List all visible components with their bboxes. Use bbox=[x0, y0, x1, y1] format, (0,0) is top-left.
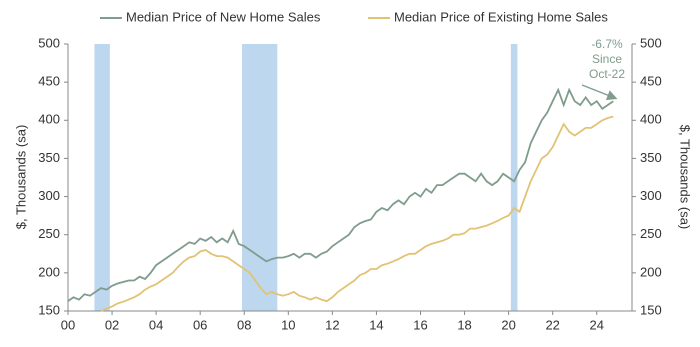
y2-axis-title: $, Thousands (sa) bbox=[678, 125, 693, 230]
legend-label: Median Price of Existing Home Sales bbox=[394, 9, 608, 24]
y-tick-label: 150 bbox=[38, 302, 60, 317]
y-tick-label: 350 bbox=[38, 150, 60, 165]
annotation-arrow bbox=[581, 84, 618, 100]
y2-tick-label: 450 bbox=[640, 74, 662, 89]
x-tick-label: 20 bbox=[501, 317, 515, 332]
y-tick-label: 200 bbox=[38, 264, 60, 279]
x-tick-label: 04 bbox=[149, 317, 163, 332]
y-tick-label: 250 bbox=[38, 226, 60, 241]
y2-tick-label: 250 bbox=[640, 226, 662, 241]
series-line bbox=[100, 115, 614, 312]
series-line bbox=[67, 87, 614, 302]
x-tick-label: 16 bbox=[413, 317, 427, 332]
x-tick-label: 14 bbox=[369, 317, 383, 332]
recession-band bbox=[510, 44, 518, 311]
y2-tick-label: 300 bbox=[640, 188, 662, 203]
y-tick-label: 500 bbox=[38, 35, 60, 50]
x-tick-label: 08 bbox=[237, 317, 251, 332]
y2-tick-label: 500 bbox=[640, 35, 662, 50]
y-tick-label: 400 bbox=[38, 112, 60, 127]
x-tick-label: 06 bbox=[193, 317, 207, 332]
annotation: -6.7% bbox=[591, 37, 623, 51]
x-tick-label: 22 bbox=[545, 317, 559, 332]
y2-tick-label: 200 bbox=[640, 264, 662, 279]
y2-tick-label: 350 bbox=[640, 150, 662, 165]
annotation: Since bbox=[592, 52, 622, 66]
x-tick-label: 24 bbox=[590, 317, 604, 332]
recession-band bbox=[94, 44, 110, 311]
y-axis-title: $, Thousands (sa) bbox=[13, 125, 28, 230]
x-tick-label: 00 bbox=[61, 317, 75, 332]
y2-tick-label: 400 bbox=[640, 112, 662, 127]
recession-band bbox=[242, 44, 278, 311]
x-tick-label: 10 bbox=[281, 317, 295, 332]
x-tick-label: 02 bbox=[105, 317, 119, 332]
y-tick-label: 450 bbox=[38, 74, 60, 89]
plot: 150 200 250 300 350 400 450 500 150 200 250 300 350 4… bbox=[38, 9, 661, 332]
x-tick-label: 12 bbox=[325, 317, 339, 332]
legend-label: Median Price of New Home Sales bbox=[126, 9, 321, 24]
annotation: Oct-22 bbox=[589, 67, 625, 81]
y-tick-label: 300 bbox=[38, 188, 60, 203]
y2-tick-label: 150 bbox=[640, 302, 662, 317]
x-tick-label: 18 bbox=[457, 317, 471, 332]
